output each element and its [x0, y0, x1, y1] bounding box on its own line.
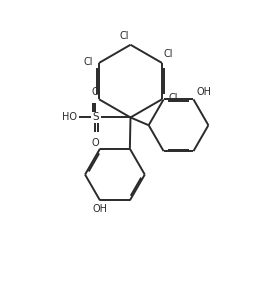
Text: Cl: Cl — [163, 49, 173, 59]
Text: OH: OH — [92, 204, 108, 214]
Text: O: O — [92, 138, 99, 148]
Text: HO: HO — [62, 113, 77, 122]
Text: O: O — [92, 87, 99, 97]
Text: Cl: Cl — [120, 31, 129, 41]
Text: Cl: Cl — [83, 57, 93, 66]
Text: S: S — [92, 113, 99, 122]
Text: OH: OH — [196, 87, 211, 97]
Text: Cl: Cl — [168, 93, 178, 103]
